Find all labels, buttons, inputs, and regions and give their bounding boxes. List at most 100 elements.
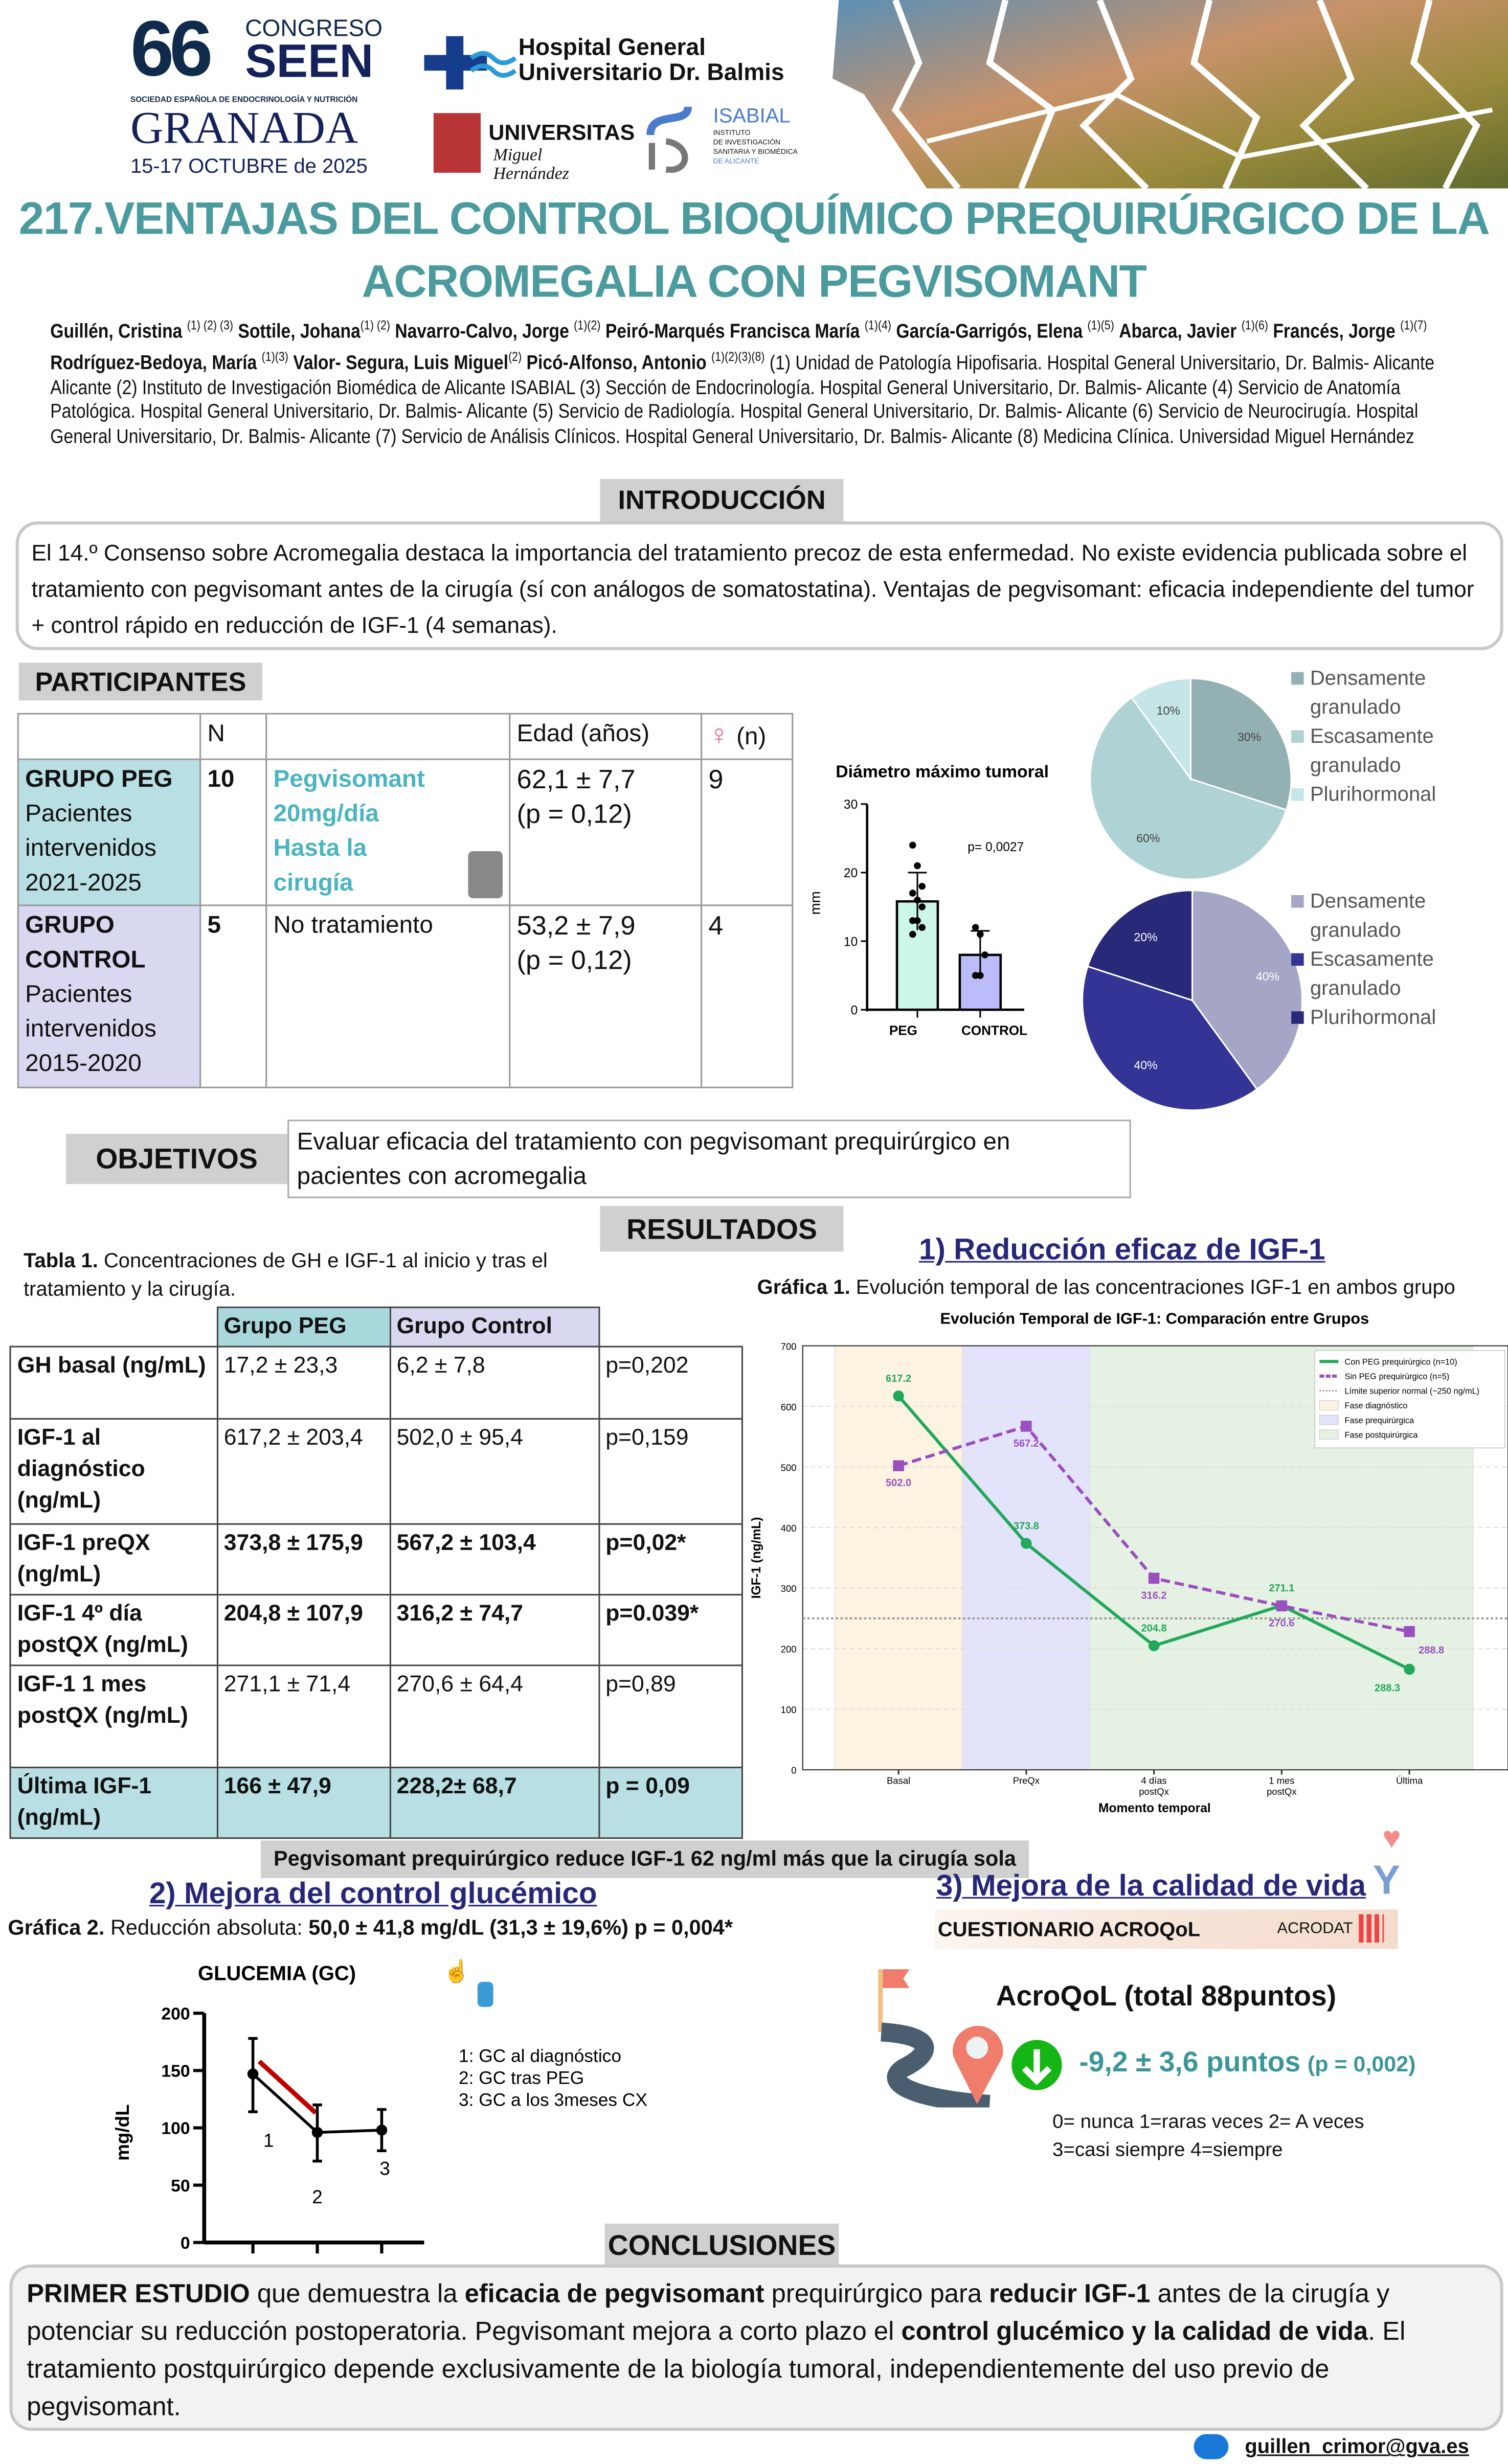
p-value: p=0,202 xyxy=(597,1345,744,1420)
email-link[interactable]: guillen_crimor@gva.es xyxy=(1245,2434,1469,2458)
results-row: Última IGF-1 (ng/mL) 166 ± 47,9 228,2± 68,… xyxy=(9,1766,744,1839)
legend-label: 2: GC tras PEG xyxy=(459,2068,584,2088)
tumor-diameter-chart: Diámetro máximo tumoral 0 10 20 30 mm PEG CONTR… xyxy=(807,762,1049,1038)
legend-label: Límite superior normal (~250 ng/mL) xyxy=(1345,1387,1480,1396)
y-tick-label: 150 xyxy=(161,2062,190,2081)
group-n: 5 xyxy=(199,904,267,1088)
peg-value: 204,8 ± 107,9 xyxy=(216,1593,391,1667)
acroqol-p: (p = 0,002) xyxy=(1307,2050,1416,2077)
data-point xyxy=(981,951,988,959)
data-point xyxy=(918,903,926,910)
participants-header-row: N Edad (años) ♀ (n) xyxy=(17,713,794,760)
y-tick-label: 50 xyxy=(171,2176,190,2196)
author-affiliation-marks: (1)(7) xyxy=(1400,318,1427,333)
x-tick-label: PreQx xyxy=(1013,1775,1040,1786)
umh-line2: Miguel Hernández xyxy=(493,146,569,184)
control-value: 316,2 ± 74,7 xyxy=(389,1593,599,1667)
parameter-cell: IGF-1 preQX (ng/mL) xyxy=(9,1523,218,1596)
control-value: 6,2 ± 7,8 xyxy=(389,1345,599,1420)
peg-value: 166 ± 47,9 xyxy=(216,1766,391,1839)
data-point xyxy=(977,930,984,938)
data-point xyxy=(1404,1626,1415,1637)
peg-value: 271,1 ± 71,4 xyxy=(216,1664,391,1768)
legend-label: 1: GC al diagnóstico xyxy=(459,2046,621,2066)
group-peg-cell: GRUPO PEG Pacientes intervenidos 2021-202… xyxy=(17,758,201,906)
data-point xyxy=(1148,1572,1160,1584)
affiliations: (1) Unidad de Patología Hipofisaria. Hos… xyxy=(50,352,1435,447)
author-name: Guillén, Cristina xyxy=(50,321,187,343)
slice-label: 10% xyxy=(1157,704,1180,717)
legend-label: Sin PEG prequirúrgico (n=5) xyxy=(1345,1372,1450,1381)
section2-title: 2) Mejora del control glucémico xyxy=(149,1878,597,1911)
group-name: GRUPO CONTROL xyxy=(25,912,146,974)
participants-heading: PARTICIPANTES xyxy=(18,663,263,701)
author-affiliation-marks: (1)(5) xyxy=(1087,318,1114,333)
legend-label: Escasamente xyxy=(1310,725,1434,747)
acrodat-bars-icon xyxy=(1359,1914,1384,1943)
control-value: 502,0 ± 95,4 xyxy=(389,1418,599,1525)
y-axis-label: mm xyxy=(807,891,823,915)
group-females: 9 xyxy=(701,758,794,906)
participants-row-control: GRUPO CONTROL Pacientes intervenidos 2015… xyxy=(17,904,794,1088)
control-value: 270,6 ± 64,4 xyxy=(389,1664,599,1768)
author: Abarca, Javier (1)(6) xyxy=(1119,319,1273,343)
objectives-box: Evaluar eficacia del tratamiento con peg… xyxy=(287,1120,1131,1198)
umh-emblem-icon xyxy=(433,113,481,173)
x-tick-label: postQx xyxy=(1139,1786,1169,1797)
data-label: 288.8 xyxy=(1419,1645,1444,1656)
chart-title: Diámetro máximo tumoral xyxy=(836,762,1049,782)
header-treatment xyxy=(265,713,511,760)
conclusions-box: PRIMER ESTUDIO que demuestra la eficacia… xyxy=(9,2264,1503,2431)
results-row: IGF-1 4º día postQX (ng/mL) 204,8 ± 107,9… xyxy=(9,1593,744,1667)
p-value: p=0,159 xyxy=(597,1418,744,1525)
parameter-cell: GH basal (ng/mL) xyxy=(9,1345,218,1420)
isabial-line1: INSTITUTO xyxy=(713,128,751,137)
author-name: Rodríguez-Bedoya, María xyxy=(50,352,262,374)
acroqol-title: AcroQoL (total 88puntos) xyxy=(996,1980,1337,2012)
author-name: Valor- Segura, Luis Miguel xyxy=(293,352,509,374)
legend-label: Densamente xyxy=(1310,890,1426,912)
group-desc: Pacientes intervenidos 2015-2020 xyxy=(25,981,156,1078)
objectives-text: Evaluar eficacia del tratamiento con peg… xyxy=(297,1129,1010,1191)
caption-value: 50,0 ± 41,8 mg/dL (31,3 ± 19,6%) p = 0,0… xyxy=(308,1915,733,1940)
legend-swatch xyxy=(1319,1414,1339,1425)
legend-swatch xyxy=(1291,895,1304,908)
data-point xyxy=(1021,1421,1032,1432)
header-n-label: (n) xyxy=(736,724,767,751)
legend-label: 3: GC a los 3meses CX xyxy=(459,2090,647,2110)
conclusions-text: PRIMER ESTUDIO que demuestra la eficacia… xyxy=(27,2275,1488,2426)
society-name: SOCIEDAD ESPAÑOLA DE ENDOCRINOLOGÍA Y NU… xyxy=(130,96,358,105)
poster-title-line2: ACROMEGALIA CON PEGVISOMANT xyxy=(362,257,1147,308)
peg-value: 617,2 ± 203,4 xyxy=(216,1418,391,1525)
section1-title: 1) Reducción eficaz de IGF-1 xyxy=(919,1234,1325,1268)
y-tick-label: 300 xyxy=(781,1583,797,1594)
results-row: IGF-1 al diagnóstico (ng/mL) 617,2 ± 203,… xyxy=(9,1418,744,1525)
group-treatment: No tratamiento xyxy=(265,904,511,1088)
trend-line xyxy=(257,2059,318,2115)
legend-swatch xyxy=(1291,953,1304,966)
chart-title: GLUCEMIA (GC) xyxy=(198,1963,356,1985)
author-name: Picó-Alfonso, Antonio xyxy=(526,352,712,374)
legend-label: Escasamente xyxy=(1310,948,1434,970)
congress-city: GRANADA xyxy=(130,103,358,154)
intro-text: El 14.º Consenso sobre Acromegalia desta… xyxy=(31,541,1474,640)
author: Francés, Jorge (1)(7) xyxy=(1273,318,1427,343)
data-point xyxy=(909,930,916,938)
group-age: 62,1 ± 7,7 (p = 0,12) xyxy=(509,758,703,906)
down-arrow-icon xyxy=(1011,2040,1062,2090)
author-list: Guillén, Cristina (1) (2) (3) Sottile, J… xyxy=(50,318,1427,374)
legend-swatch xyxy=(1319,1400,1339,1410)
age-value: 62,1 ± 7,7 xyxy=(516,765,636,795)
peg-value: 17,2 ± 23,3 xyxy=(216,1345,391,1420)
y-tick-label: 20 xyxy=(844,866,858,880)
y-tick-label: 600 xyxy=(781,1402,797,1412)
data-point xyxy=(918,883,926,890)
point-label: 1 xyxy=(263,2130,274,2151)
glucemia-chart: GLUCEMIA (GC) ☝ 0 50 100 150 200 mg/dL 1 2 3 1: GC … xyxy=(112,1958,647,2254)
pie-chart-peg: 30% 60% 10% Densamente granulado Escasamente g… xyxy=(1089,667,1436,880)
phase-band xyxy=(962,1345,1091,1770)
results-row: IGF-1 1 mes postQX (ng/mL) 271,1 ± 71,4 27… xyxy=(9,1664,744,1768)
conclusion-fragment: prequirúrgico para xyxy=(764,2280,989,2309)
quality-of-life-icon: ♥ Y xyxy=(1367,1821,1430,1908)
header-p xyxy=(597,1307,742,1348)
